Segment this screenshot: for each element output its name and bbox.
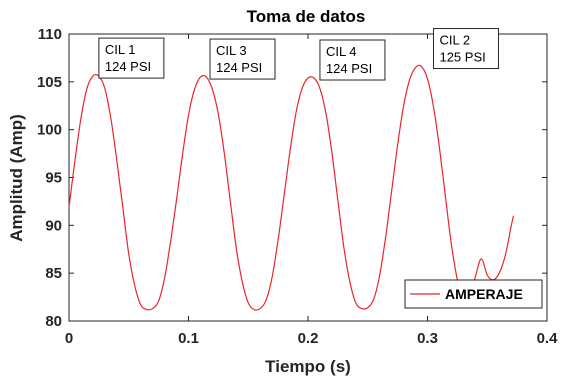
annotation-text: CIL 1 xyxy=(105,42,136,57)
y-tick-label: 95 xyxy=(45,170,62,187)
axis-ticks: 0 0.1 0.2 0.3 0.4 80 85 90 95 100 105 110 xyxy=(37,26,558,347)
annotation-text: CIL 4 xyxy=(326,44,357,59)
y-tick-label: 105 xyxy=(37,74,62,91)
annotation-box xyxy=(319,39,386,81)
annotation-box xyxy=(209,38,276,80)
annotation-box xyxy=(432,28,499,70)
series-line-0 xyxy=(68,64,515,311)
y-axis-label: Amplitud (Amp) xyxy=(7,114,26,241)
legend: AMPERAJE xyxy=(404,279,543,309)
annotation-text: CIL 2 xyxy=(439,33,470,48)
annotation-text: 125 PSI xyxy=(439,50,485,65)
y-tick-label: 80 xyxy=(45,313,62,330)
annotation-text: CIL 3 xyxy=(216,43,247,58)
y-tick-label: 100 xyxy=(37,122,62,139)
annotation-text: 124 PSI xyxy=(105,59,151,74)
annotation-text: 124 PSI xyxy=(216,60,262,75)
annotations-group: CIL 1 124 PSI CIL 3 124 PSI CIL 4 124 PSI CIL … xyxy=(98,28,499,81)
annotation-box xyxy=(98,37,165,79)
x-tick-label: 0.1 xyxy=(178,330,199,347)
y-tick-label: 90 xyxy=(45,217,62,234)
x-tick-label: 0.4 xyxy=(537,330,559,347)
annotation-text: 124 PSI xyxy=(326,61,372,76)
x-tick-label: 0.3 xyxy=(417,330,438,347)
y-tick-label: 110 xyxy=(38,26,62,43)
x-tick-label: 0 xyxy=(65,330,73,347)
series-group xyxy=(68,64,515,311)
plot-area xyxy=(68,33,548,322)
legend-label: AMPERAJE xyxy=(445,286,523,302)
y-tick-label: 85 xyxy=(45,265,62,282)
x-axis-label: Tiempo (s) xyxy=(265,357,351,376)
x-tick-label: 0.2 xyxy=(298,330,319,347)
chart-title: Toma de datos xyxy=(247,7,366,26)
